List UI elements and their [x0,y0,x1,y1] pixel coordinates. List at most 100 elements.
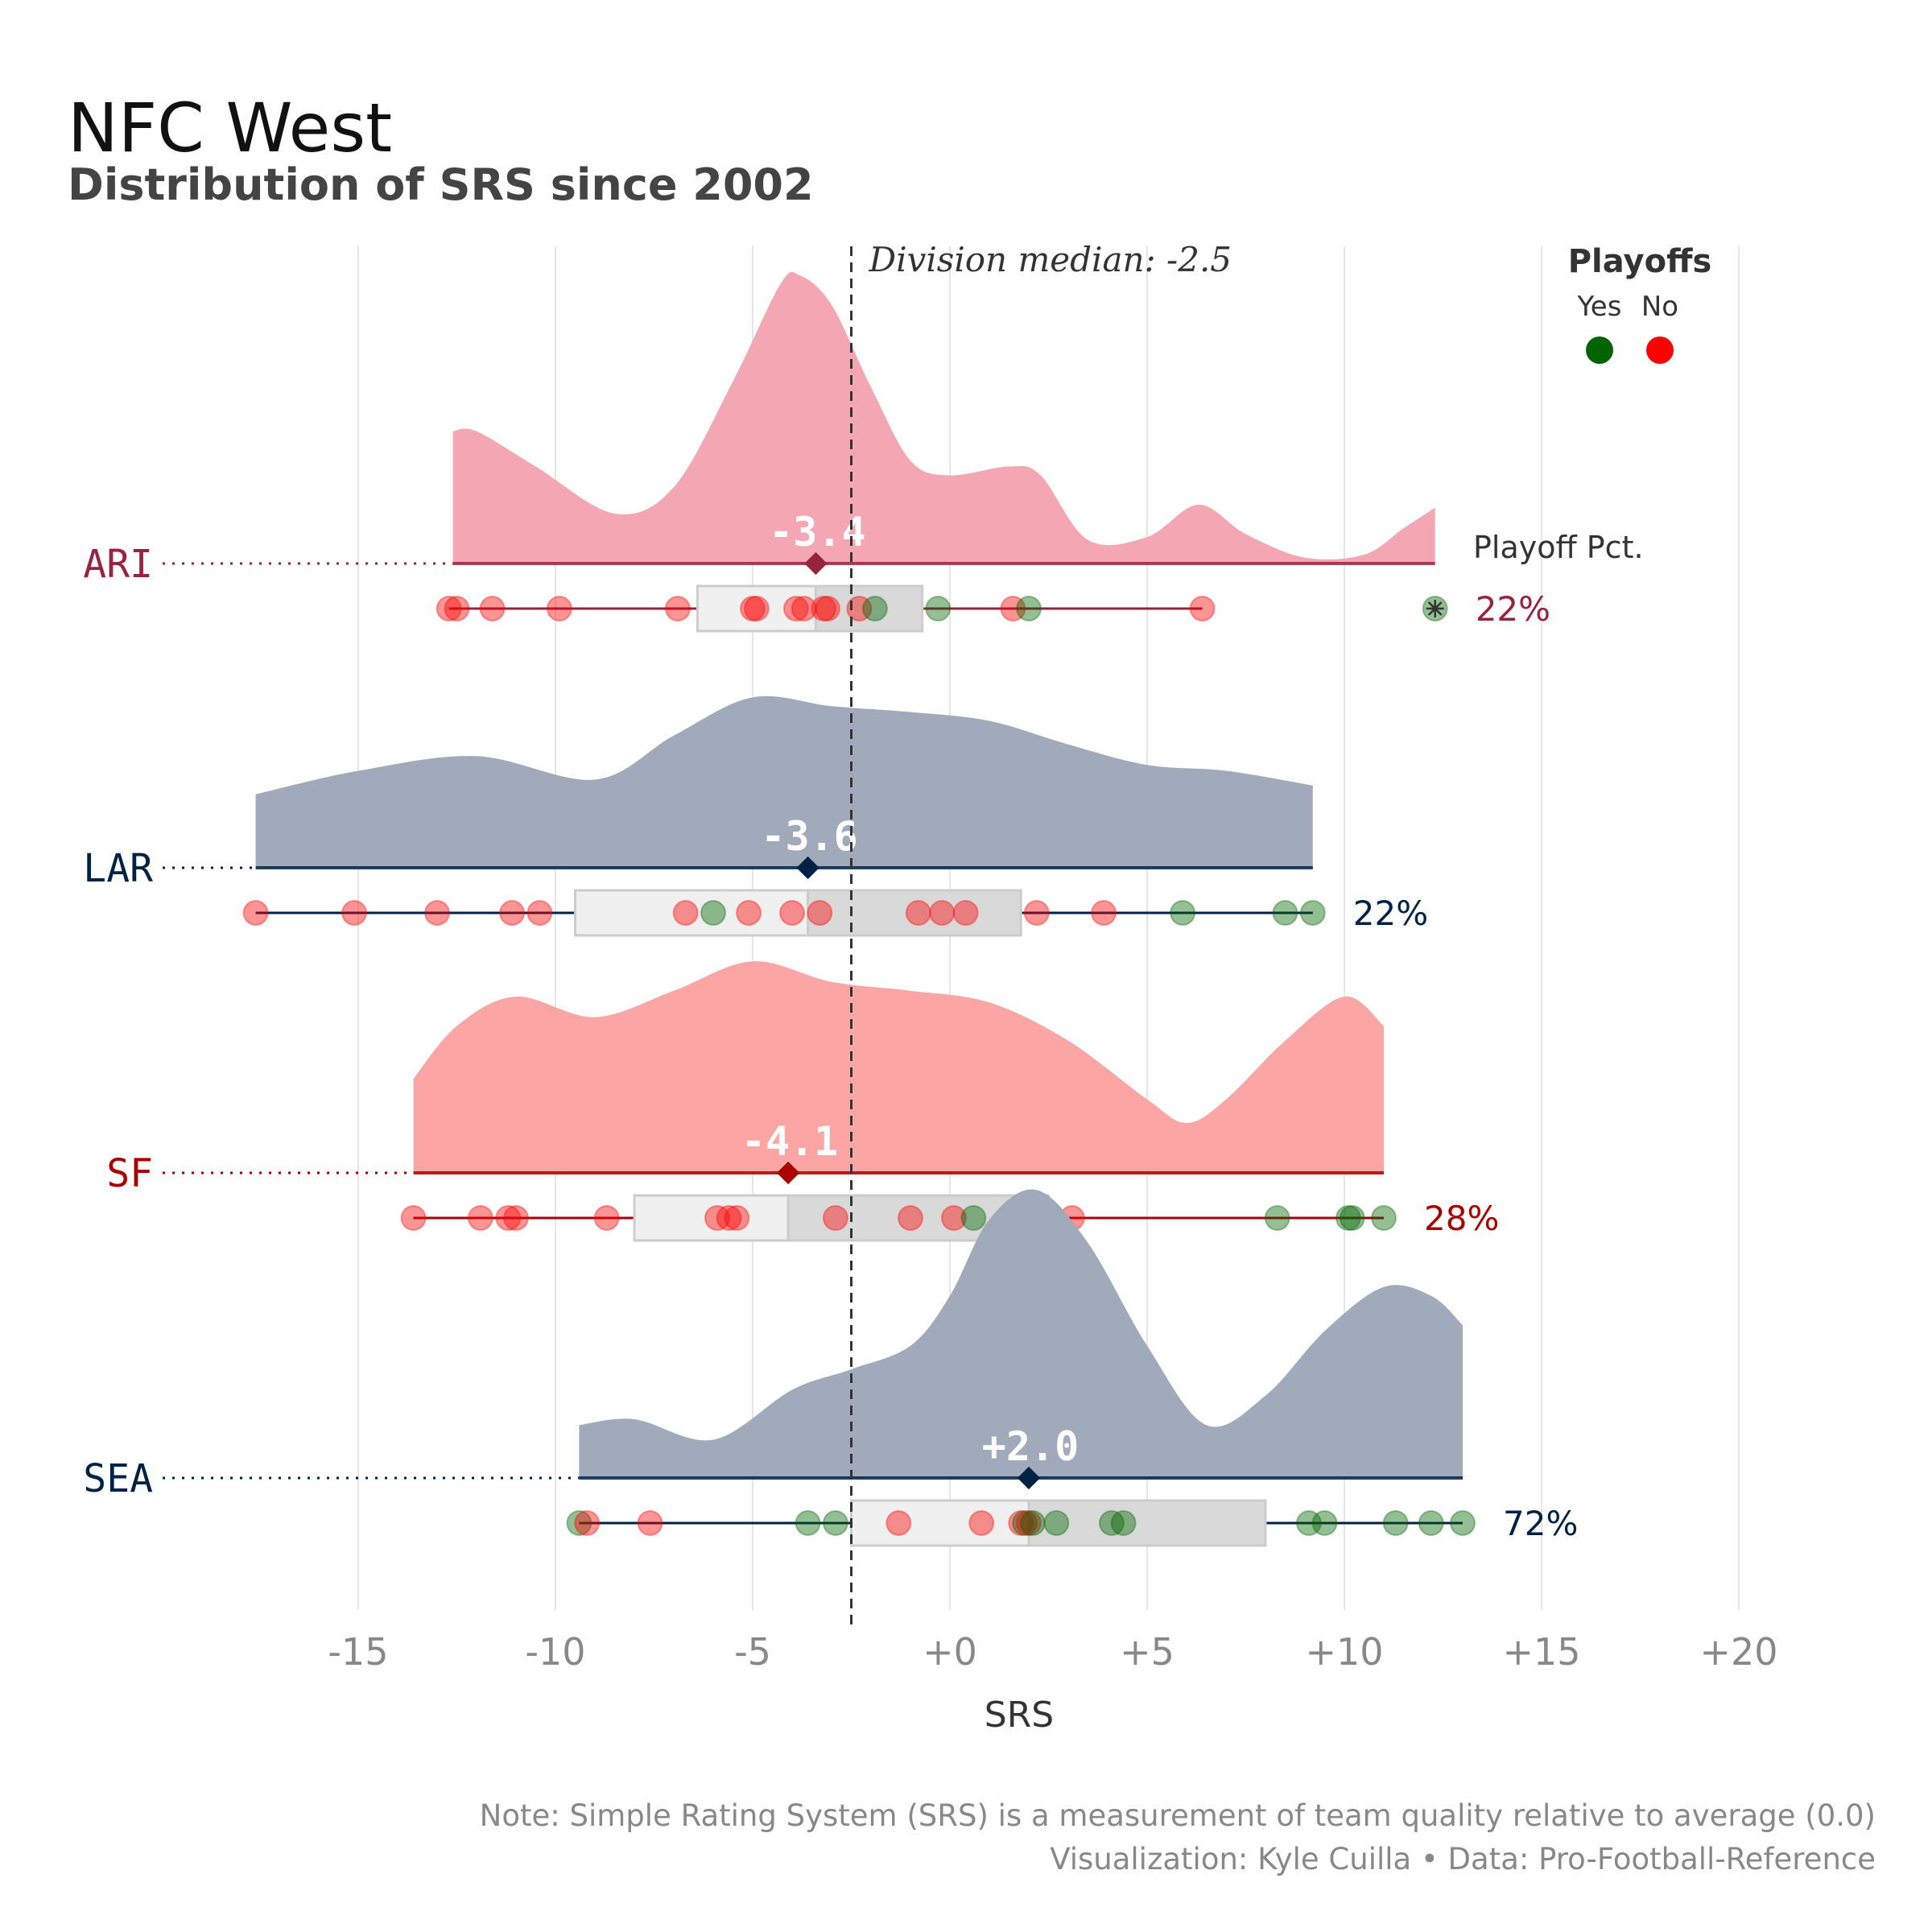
x-tick-label: -5 [734,1630,771,1674]
x-axis-label: SRS [985,1695,1054,1736]
season-point [242,900,269,926]
playoffs-legend: Playoffs Yes No [1568,243,1712,364]
season-point [1311,1510,1338,1536]
season-point [1170,900,1196,926]
season-point [1272,900,1298,926]
x-axis-ticks: -15 -10 -5 +0 +5 +10 +15 +20 [328,1630,1777,1674]
team-label: SF [106,1151,153,1196]
median-marker [1017,1466,1041,1490]
playoff-pct-header: Playoff Pct. [1473,530,1644,565]
season-point [1043,1510,1070,1536]
division-median-line: Division median: -2.5 [850,240,1232,1630]
legend-yes-label: Yes [1577,291,1622,323]
box-upper-half [814,584,924,633]
box-lower-half [850,1499,1030,1547]
season-point [815,596,841,621]
season-point [1418,1510,1444,1536]
season-point [1299,900,1326,926]
season-point [704,1205,730,1231]
legend-no-label: No [1641,291,1678,323]
season-point [1012,1510,1038,1536]
season-point [1000,596,1026,621]
season-point [898,1205,923,1231]
season-point [566,1510,592,1536]
density-ridge [255,696,1313,868]
division-median-label: Division median: -2.5 [869,240,1232,279]
season-point [400,1205,427,1231]
team-row-ari: ARI -3.4 22% [83,271,1550,633]
season-point [503,1205,529,1231]
season-point [444,596,470,621]
season-point [526,900,553,926]
density-ridge [452,271,1435,564]
season-point [341,900,368,926]
team-row-sea: SEA +2.0 72% [83,1189,1578,1547]
team-row-sf: SF -4.1 28% [106,961,1499,1242]
season-point [495,1205,522,1231]
x-tick-label: +10 [1305,1630,1383,1674]
season-point [716,1205,742,1231]
team-label: SEA [83,1456,153,1501]
team-row-lar: LAR -3.6 22% [83,696,1428,937]
team-label: ARI [83,542,153,587]
season-point [925,596,952,621]
box-upper-half [807,889,1022,937]
season-point [968,1510,995,1536]
chart-note: Note: Simple Rating System (SRS) is a me… [480,1798,1876,1833]
season-point [1382,1510,1409,1536]
season-point [740,596,766,621]
season-point [724,1205,750,1231]
playoff-pct-label: 72% [1503,1504,1578,1543]
box-lower-half [574,889,810,937]
season-point [1019,1510,1046,1536]
legend-no-marker [1646,336,1674,364]
season-point [1016,596,1042,621]
playoff-pct-label: 22% [1353,894,1428,933]
chart-title: NFC West [68,89,392,167]
season-point [499,900,526,926]
season-point [782,596,809,621]
season-point [1450,1510,1476,1536]
x-tick-label: +15 [1502,1630,1580,1674]
median-marker [796,856,819,880]
season-point [743,596,770,621]
season-point [1098,1510,1125,1536]
season-point [905,900,931,926]
legend-title: Playoffs [1568,243,1712,280]
x-tick-label: +5 [1120,1630,1174,1674]
season-point [1264,1205,1290,1231]
season-point [1335,1205,1361,1231]
x-tick-label: -15 [328,1630,388,1674]
team-label: LAR [83,846,153,891]
season-point [1008,1510,1034,1536]
season-point [960,1205,987,1231]
season-point [1091,900,1117,926]
legend-yes-marker [1586,336,1613,364]
outlier-marker [1426,600,1444,617]
season-point [940,1205,967,1231]
season-point [637,1510,663,1536]
season-point [593,1205,620,1231]
season-point [736,900,762,926]
chart-credits: Visualization: Kyle Cuilla • Data: Pro-F… [1050,1842,1876,1876]
season-point [700,900,726,926]
median-label: +2.0 [982,1423,1079,1470]
season-point [846,596,873,621]
season-point [811,596,837,621]
season-point [574,1510,601,1536]
box-upper-half [1027,1499,1267,1547]
season-point [1023,900,1050,926]
season-point [424,900,450,926]
season-point [479,596,506,621]
x-tick-label: -10 [525,1630,585,1674]
season-point [807,900,833,926]
season-point [791,596,817,621]
season-point [436,596,462,621]
team-rows: ARI -3.4 22% LAR -3.6 22% SF -4.1 28% SEA +2.0 72% [83,271,1578,1547]
season-point [1339,1205,1365,1231]
season-point [1295,1510,1322,1536]
median-label: -3.4 [769,509,865,555]
median-label: -3.6 [761,813,857,860]
outlier-stroke [1427,601,1443,616]
